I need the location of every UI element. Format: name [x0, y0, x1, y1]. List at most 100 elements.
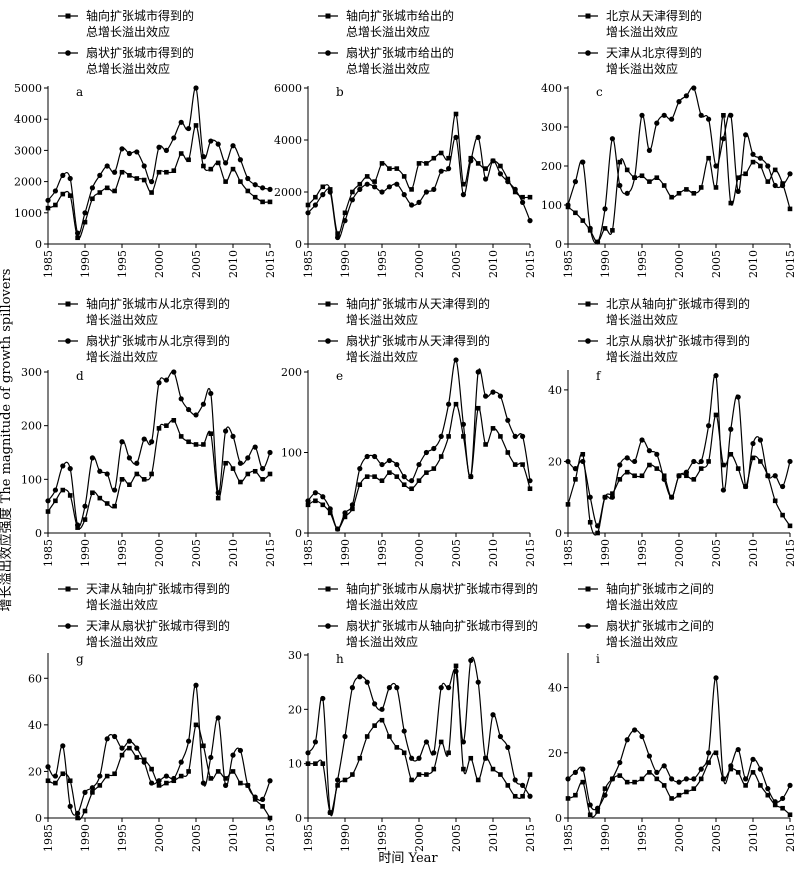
data-point-square — [527, 194, 533, 200]
data-point-square — [431, 466, 437, 471]
data-point-square — [772, 498, 778, 504]
x-tick-label: 1995 — [116, 824, 129, 852]
data-point-circle — [580, 159, 586, 165]
data-point-square — [691, 477, 697, 482]
x-tick-label: 1995 — [636, 250, 649, 278]
data-point-square — [149, 766, 154, 772]
x-tick-label: 1995 — [116, 539, 129, 567]
data-point-square — [424, 470, 429, 475]
data-point-circle — [320, 695, 326, 702]
legend-label: 扇状扩张城市之间的 — [606, 618, 714, 633]
data-point-circle — [215, 141, 221, 147]
data-point-square — [728, 451, 734, 457]
y-tick-label: 200 — [21, 420, 42, 433]
x-tick-label: 2000 — [153, 250, 166, 278]
data-point-circle — [661, 763, 667, 769]
data-point-square — [401, 750, 407, 756]
data-point-circle — [156, 778, 162, 784]
data-point-circle — [409, 755, 415, 761]
data-point-square — [661, 783, 667, 788]
data-point-circle — [252, 182, 258, 188]
legend-label: 轴向扩张城市给出的 — [346, 8, 454, 23]
data-point-square — [446, 155, 451, 161]
data-point-circle — [475, 369, 481, 375]
data-point-square — [431, 766, 437, 772]
data-point-circle — [327, 506, 333, 512]
data-point-circle — [186, 406, 192, 413]
x-tick-label: 1995 — [376, 824, 389, 852]
data-point-circle — [193, 85, 199, 91]
data-point-square — [520, 793, 525, 799]
data-point-square — [409, 187, 414, 192]
data-point-circle — [646, 753, 653, 759]
data-point-circle — [446, 166, 452, 172]
legend-label: 增长溢出效应 — [346, 597, 418, 612]
data-point-circle — [163, 147, 169, 153]
data-point-square — [75, 235, 80, 241]
data-point-circle — [490, 158, 496, 164]
data-point-square — [127, 745, 132, 751]
data-point-circle — [602, 206, 608, 212]
series-line-2 — [567, 677, 791, 811]
legend-label: 轴向扩张城市得到的 — [86, 8, 194, 23]
data-point-square — [208, 431, 214, 437]
series-line-2 — [307, 656, 531, 817]
panel-letter: h — [336, 652, 344, 666]
data-point-square — [698, 466, 704, 471]
data-point-square — [475, 405, 481, 411]
data-point-square — [580, 779, 586, 785]
data-point-circle — [357, 186, 363, 192]
data-point-circle — [460, 421, 466, 427]
x-tick-label: 1995 — [376, 539, 389, 567]
data-point-square — [416, 161, 422, 166]
data-point-square — [164, 423, 169, 428]
data-point-circle — [163, 377, 169, 383]
data-point-square — [676, 792, 682, 798]
data-point-circle — [305, 210, 311, 216]
data-point-square — [483, 166, 488, 171]
data-point-square — [780, 512, 785, 518]
legend-label: 增长溢出效应 — [346, 312, 418, 327]
data-point-circle — [483, 176, 489, 182]
data-point-circle — [60, 743, 66, 749]
data-point-circle — [475, 679, 481, 685]
data-point-square — [267, 199, 273, 205]
data-point-circle — [386, 457, 392, 464]
x-tick-label: 2010 — [227, 250, 240, 278]
data-point-square — [661, 183, 667, 188]
data-point-circle — [45, 498, 51, 504]
y-tick-label: 0 — [555, 527, 562, 540]
data-point-circle — [713, 163, 719, 169]
data-point-square — [60, 771, 66, 777]
series-line-2 — [567, 86, 791, 244]
data-point-circle — [520, 782, 526, 789]
data-point-circle — [743, 132, 749, 138]
data-point-circle — [409, 478, 415, 484]
data-point-circle — [141, 436, 147, 442]
y-tick-label: 100 — [281, 447, 302, 460]
data-point-square — [201, 442, 206, 447]
y-tick-label: 1000 — [14, 207, 42, 220]
data-point-square — [475, 161, 481, 166]
data-point-circle — [97, 172, 103, 178]
y-tick-label: 0 — [35, 527, 42, 540]
data-point-square — [67, 778, 73, 784]
legend-label: 增长溢出效应 — [606, 634, 678, 649]
data-point-circle — [780, 483, 786, 490]
legend-label: 北京从轴向扩张城市得到的 — [606, 296, 750, 311]
data-point-square — [313, 498, 318, 504]
x-tick-label: 2010 — [747, 539, 760, 567]
data-point-circle — [67, 175, 73, 182]
data-point-square — [520, 462, 525, 467]
legend-marker — [65, 623, 71, 629]
y-tick-label: 400 — [541, 82, 562, 95]
legend-marker — [325, 623, 331, 629]
data-point-square — [252, 194, 258, 200]
data-point-circle — [431, 186, 437, 192]
data-point-square — [565, 502, 571, 507]
